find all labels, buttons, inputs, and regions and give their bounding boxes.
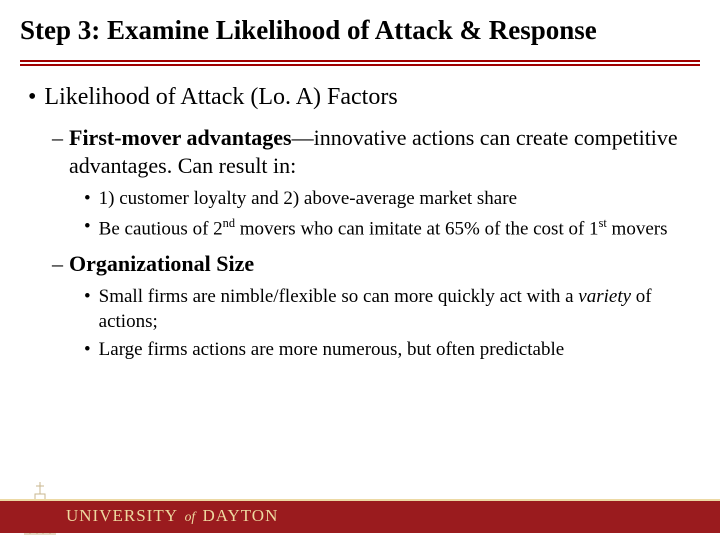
university-word: UNIVERSITY xyxy=(66,506,177,525)
footer-text: UNIVERSITY of DAYTON xyxy=(66,506,278,526)
bullet-level3: • Small firms are nimble/flexible so can… xyxy=(84,285,692,334)
text-span: movers who can imitate at 65% of the cos… xyxy=(235,219,599,240)
title-underline xyxy=(20,60,700,66)
bullet-text: Small firms are nimble/flexible so can m… xyxy=(99,285,692,334)
footer-bar: UNIVERSITY of DAYTON xyxy=(0,501,720,533)
bullet-level2: – Organizational Size xyxy=(52,250,692,279)
bullet-dot: • xyxy=(84,215,91,242)
bullet-dot: • xyxy=(84,338,91,363)
bullet-dot: • xyxy=(84,187,91,212)
text-span: Be cautious of 2 xyxy=(99,219,223,240)
bullet-text: Organizational Size xyxy=(69,250,254,279)
bullet-dot: • xyxy=(28,82,36,113)
bullet-level1: • Likelihood of Attack (Lo. A) Factors xyxy=(28,82,692,113)
content-area: • Likelihood of Attack (Lo. A) Factors –… xyxy=(0,66,720,363)
bullet-text: First-mover advantages—innovative action… xyxy=(69,124,692,181)
bullet-text: Be cautious of 2nd movers who can imitat… xyxy=(99,215,668,242)
bullet-dash: – xyxy=(52,250,63,279)
dayton-word: DAYTON xyxy=(202,506,278,525)
superscript: st xyxy=(599,216,607,230)
title-area: Step 3: Examine Likelihood of Attack & R… xyxy=(0,0,720,54)
bullet-level2: – First-mover advantages—innovative acti… xyxy=(52,124,692,181)
slide-title: Step 3: Examine Likelihood of Attack & R… xyxy=(20,14,700,46)
text-span: movers xyxy=(607,219,668,240)
bullet-text: Large firms actions are more numerous, b… xyxy=(99,338,565,363)
of-word: of xyxy=(185,509,196,524)
bullet-level3: • 1) customer loyalty and 2) above-avera… xyxy=(84,187,692,212)
bullet-level3: • Large firms actions are more numerous,… xyxy=(84,338,692,363)
bullet-level3: • Be cautious of 2nd movers who can imit… xyxy=(84,215,692,242)
footer: UNIVERSITY of DAYTON xyxy=(0,494,720,540)
bullet-dash: – xyxy=(52,124,63,181)
italic-span: variety xyxy=(578,286,631,307)
bold-span: First-mover advantages xyxy=(69,125,292,150)
superscript: nd xyxy=(223,216,235,230)
bullet-text: Likelihood of Attack (Lo. A) Factors xyxy=(44,82,397,113)
text-span: Small firms are nimble/flexible so can m… xyxy=(99,286,579,307)
bullet-dot: • xyxy=(84,285,91,334)
bullet-text: 1) customer loyalty and 2) above-average… xyxy=(99,187,517,212)
